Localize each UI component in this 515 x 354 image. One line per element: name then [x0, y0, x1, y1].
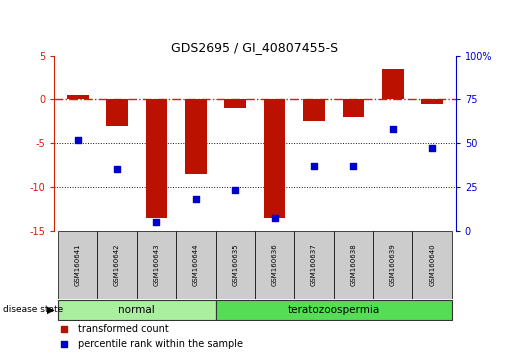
Bar	[97, 231, 137, 299]
Text: transformed count: transformed count	[78, 325, 169, 335]
Text: GSM160639: GSM160639	[390, 243, 396, 286]
Bar	[216, 300, 452, 320]
Text: GSM160640: GSM160640	[429, 244, 435, 286]
Bar	[382, 69, 404, 99]
Point	[428, 145, 436, 151]
Text: ▶: ▶	[47, 305, 55, 315]
Point	[60, 342, 68, 347]
Text: percentile rank within the sample: percentile rank within the sample	[78, 339, 243, 349]
Bar	[58, 231, 97, 299]
Text: GSM160642: GSM160642	[114, 244, 120, 286]
Bar	[334, 231, 373, 299]
Bar	[225, 99, 246, 108]
Text: GSM160635: GSM160635	[232, 244, 238, 286]
Bar	[58, 300, 216, 320]
Point	[192, 196, 200, 202]
Bar	[342, 99, 364, 117]
Bar	[106, 99, 128, 126]
Bar	[67, 95, 89, 99]
Point	[60, 327, 68, 332]
Bar	[185, 99, 207, 174]
Bar	[264, 99, 285, 218]
Text: normal: normal	[118, 305, 155, 315]
Bar	[421, 99, 443, 104]
Text: GSM160638: GSM160638	[350, 243, 356, 286]
Point	[113, 167, 121, 172]
Text: GSM160644: GSM160644	[193, 244, 199, 286]
Bar	[255, 231, 294, 299]
Text: teratozoospermia: teratozoospermia	[287, 305, 380, 315]
Title: GDS2695 / GI_40807455-S: GDS2695 / GI_40807455-S	[171, 41, 338, 55]
Point	[231, 188, 239, 193]
Bar	[303, 99, 325, 121]
Point	[74, 137, 82, 143]
Bar	[137, 231, 176, 299]
Point	[389, 126, 397, 132]
Bar	[373, 231, 413, 299]
Text: GSM160643: GSM160643	[153, 244, 160, 286]
Point	[349, 163, 357, 169]
Bar	[294, 231, 334, 299]
Point	[270, 216, 279, 221]
Bar	[216, 231, 255, 299]
Bar	[413, 231, 452, 299]
Text: GSM160636: GSM160636	[271, 243, 278, 286]
Text: GSM160641: GSM160641	[75, 244, 81, 286]
Point	[310, 163, 318, 169]
Bar	[146, 99, 167, 218]
Bar	[176, 231, 216, 299]
Point	[152, 219, 161, 225]
Text: disease state: disease state	[3, 305, 63, 314]
Text: GSM160637: GSM160637	[311, 243, 317, 286]
